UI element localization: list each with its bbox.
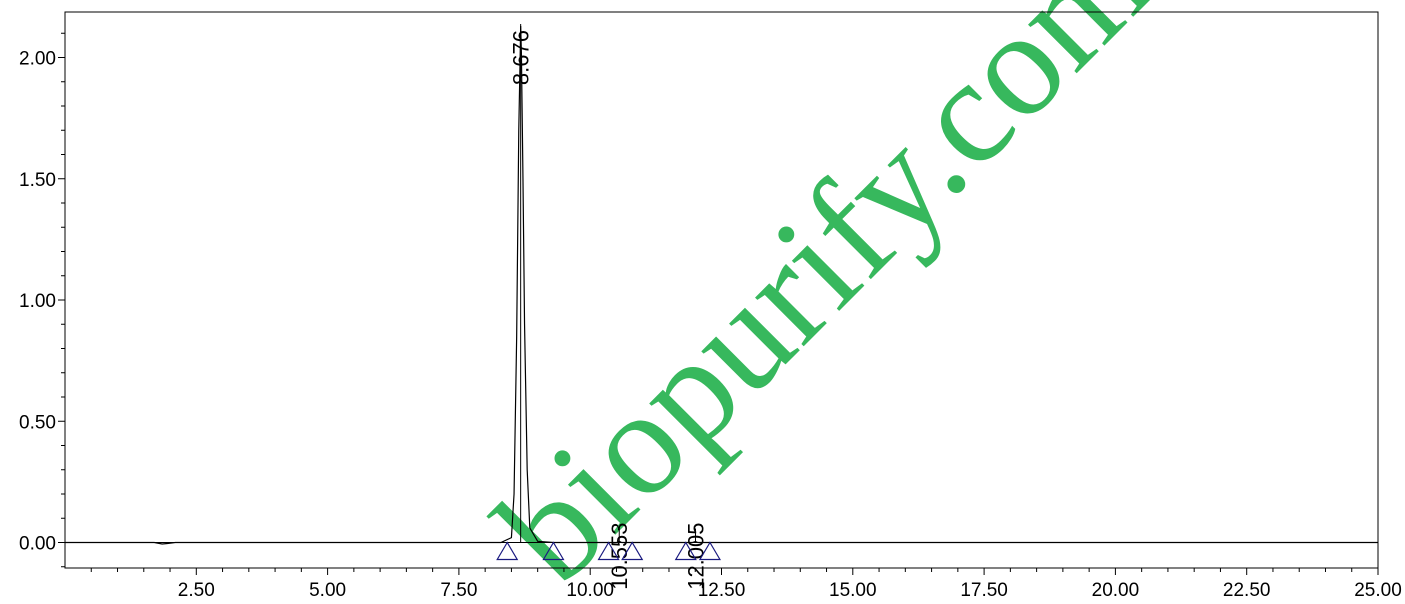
x-tick-label: 12.50 bbox=[698, 580, 746, 601]
y-tick-label: 0.00 bbox=[19, 534, 56, 555]
peak-label: 12.005 bbox=[684, 523, 709, 590]
peak-label: 8.676 bbox=[509, 30, 534, 85]
peak-annotations: 8.676 10.553 12.005 bbox=[509, 24, 709, 590]
peak-label: 10.553 bbox=[607, 523, 632, 590]
y-tick-label: 0.50 bbox=[19, 412, 56, 433]
integration-marker bbox=[621, 541, 644, 561]
watermark-text: biopurify.com bbox=[466, 0, 1180, 604]
integration-markers bbox=[496, 541, 721, 561]
x-tick-label: 25.00 bbox=[1354, 580, 1402, 601]
x-tick-label: 2.50 bbox=[178, 580, 215, 601]
x-tick-label: 20.00 bbox=[1092, 580, 1140, 601]
x-tick-label: 17.50 bbox=[960, 580, 1008, 601]
x-tick-label: 7.50 bbox=[440, 580, 477, 601]
x-tick-label: 22.50 bbox=[1223, 580, 1271, 601]
integration-marker bbox=[597, 541, 620, 561]
x-axis: 2.50 5.00 7.50 10.00 12.50 15.00 17.50 20.00 22.… bbox=[90, 568, 1402, 601]
integration-marker bbox=[674, 541, 697, 561]
x-tick-label: 10.00 bbox=[566, 580, 614, 601]
integration-marker bbox=[542, 541, 565, 561]
y-tick-label: 1.50 bbox=[19, 170, 56, 191]
y-axis: 0.00 0.50 1.00 1.50 2.00 bbox=[19, 32, 65, 568]
integration-marker bbox=[698, 541, 721, 561]
y-tick-label: 1.00 bbox=[19, 291, 56, 312]
x-tick-label: 5.00 bbox=[309, 580, 346, 601]
watermark: biopurify.com bbox=[466, 0, 1180, 604]
x-tick-label: 15.00 bbox=[829, 580, 877, 601]
integration-marker bbox=[496, 541, 519, 561]
y-tick-label: 2.00 bbox=[19, 49, 56, 70]
chromatogram-trace bbox=[65, 25, 1378, 545]
